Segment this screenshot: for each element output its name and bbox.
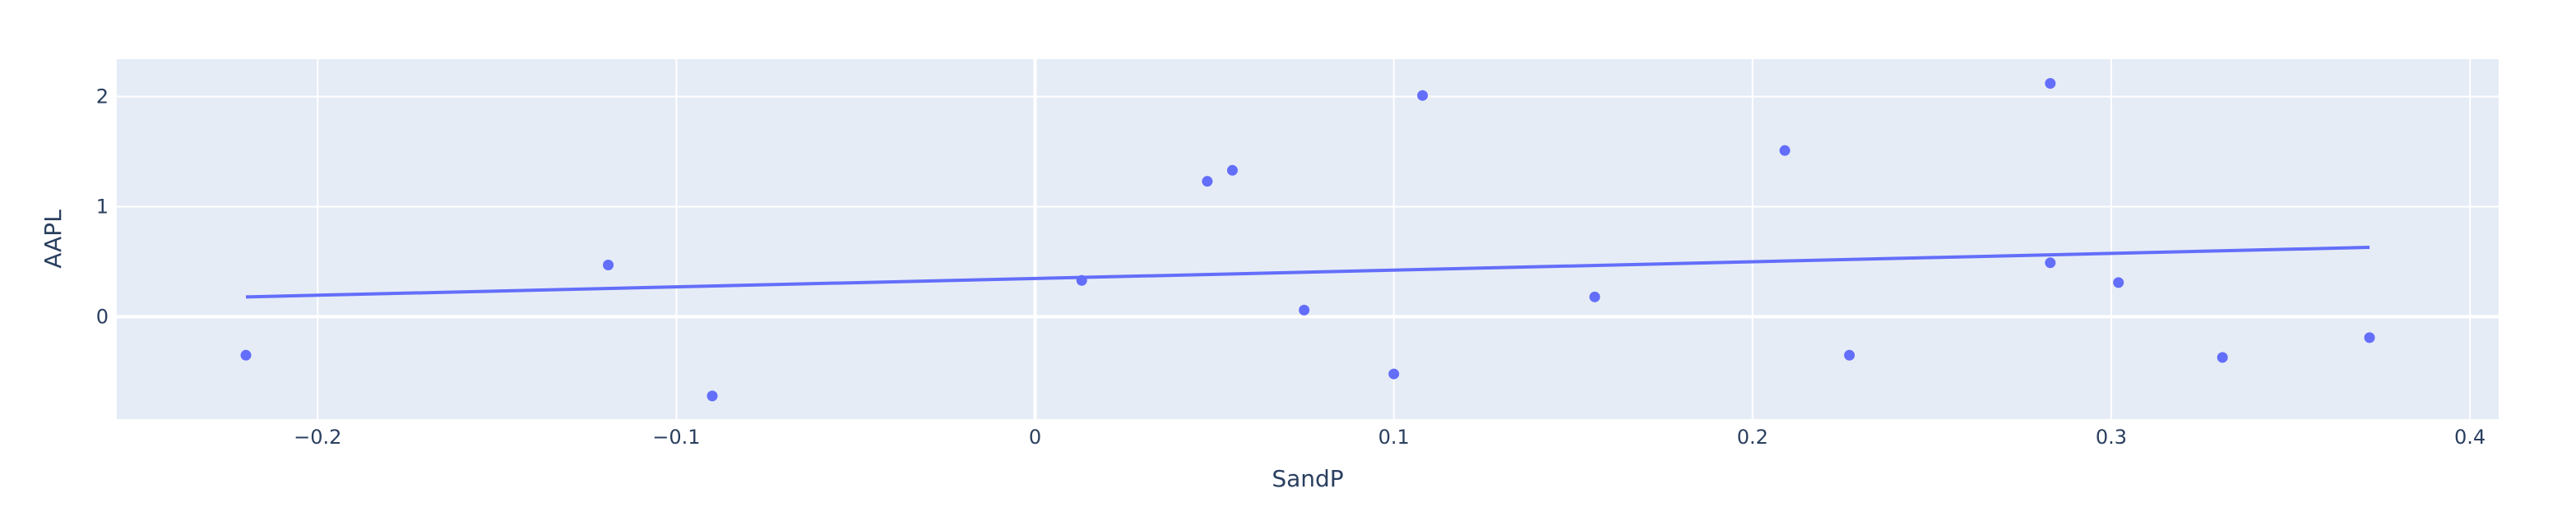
data-point[interactable] bbox=[1844, 349, 1856, 361]
x-tick-label: −0.2 bbox=[294, 426, 341, 449]
points-layer bbox=[240, 77, 2375, 402]
data-point[interactable] bbox=[2217, 352, 2228, 363]
y-tick-labels: 0 1 2 bbox=[96, 85, 109, 329]
data-point[interactable] bbox=[1417, 90, 1429, 101]
x-tick-label: −0.1 bbox=[652, 426, 700, 449]
x-tick-label: 0.1 bbox=[1378, 426, 1410, 449]
plot-area bbox=[117, 59, 2499, 419]
data-point[interactable] bbox=[1226, 164, 1238, 176]
y-gridlines bbox=[117, 95, 2499, 319]
y-axis-title: AAPL bbox=[39, 210, 67, 269]
y-tick-label: 1 bbox=[96, 195, 109, 218]
data-point[interactable] bbox=[240, 349, 252, 361]
data-point[interactable] bbox=[603, 259, 614, 270]
trendline-layer bbox=[245, 246, 2370, 299]
data-point[interactable] bbox=[2113, 277, 2124, 288]
data-point[interactable] bbox=[1388, 368, 1400, 380]
data-point[interactable] bbox=[1076, 274, 1087, 286]
trendline bbox=[245, 246, 2370, 299]
x-tick-label: 0.4 bbox=[2454, 426, 2486, 449]
data-point[interactable] bbox=[1779, 145, 1791, 156]
data-point[interactable] bbox=[1202, 176, 1213, 187]
x-axis-title: SandP bbox=[1272, 465, 1343, 492]
data-point[interactable] bbox=[2045, 257, 2056, 269]
y-tick-label: 2 bbox=[96, 85, 109, 108]
data-point[interactable] bbox=[2045, 77, 2056, 89]
y-tick-label: 0 bbox=[96, 305, 109, 328]
x-tick-labels: −0.2 −0.1 0 0.1 0.2 0.3 0.4 bbox=[294, 426, 2486, 449]
x-tick-label: 0.2 bbox=[1737, 426, 1768, 449]
x-gridlines bbox=[317, 59, 2472, 419]
data-point[interactable] bbox=[1299, 304, 1310, 316]
data-point[interactable] bbox=[1589, 291, 1601, 302]
x-tick-label: 0.3 bbox=[2096, 426, 2127, 449]
data-point[interactable] bbox=[707, 390, 718, 402]
x-tick-label: 0 bbox=[1029, 426, 1041, 449]
data-point[interactable] bbox=[2364, 332, 2375, 343]
